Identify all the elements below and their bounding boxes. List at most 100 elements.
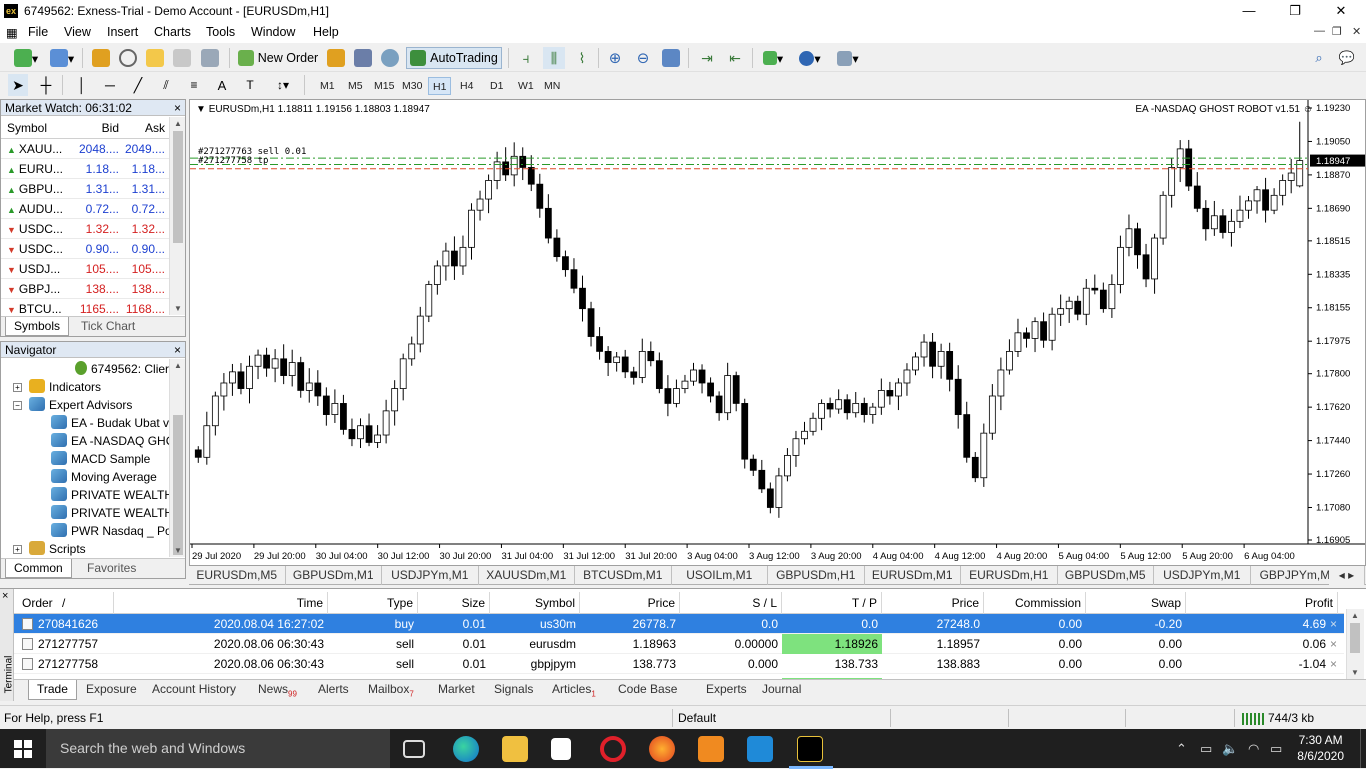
terminal-tab-news[interactable]: News99 [250,680,305,700]
trendline-button[interactable]: ╱ [133,76,143,93]
trade-row[interactable]: 271277758 2020.08.06 06:30:43 sell 0.01 gbpj… [14,654,1344,674]
tab-common[interactable]: Common [5,559,72,578]
close-icon[interactable]: × [2,590,9,602]
signals-button[interactable] [352,47,374,69]
market-watch-scrollbar[interactable]: ▲ ▼ [169,117,185,315]
indicators-button[interactable]: ▾ [758,47,788,69]
file-explorer-icon[interactable] [502,736,528,762]
chart-tab[interactable]: GBPUSDm,H1 [768,566,865,585]
chart-tabs-scroll-arrows-icon[interactable]: ◂ ▸ [1329,566,1365,585]
search-icon[interactable]: ⌕ [1315,50,1323,65]
data-window-toggle[interactable] [117,47,139,69]
column-type[interactable]: Type [328,592,418,614]
store-icon[interactable] [551,738,571,760]
chart-tab[interactable]: BTCUSDm,M1 [575,566,672,585]
profiles-button[interactable]: ▾ [46,47,78,69]
column-sl[interactable]: S / L [680,592,782,614]
zoom-in-button[interactable]: ⊕ [608,50,622,67]
vscode-icon[interactable] [747,736,773,762]
metatrader-icon[interactable] [789,736,833,769]
market-watch-row[interactable]: ▼ USDC... 1.32... 1.32... [1,219,169,239]
market-watch-row[interactable]: ▼ USDJ... 105.... 105.... [1,259,169,279]
chart-menu-arrow-icon[interactable]: ▼ [196,104,209,115]
tab-symbols[interactable]: Symbols [5,317,70,336]
taskbar-search[interactable]: Search the web and Windows [46,729,390,768]
horizontal-line-button[interactable]: ─ [105,77,115,93]
close-icon[interactable]: × [173,343,181,357]
menu-window[interactable]: Window [251,25,296,39]
account-item[interactable]: 6749562: Clier [75,360,169,378]
column-bid[interactable]: Bid [101,121,119,135]
column-tp[interactable]: T / P [782,592,882,614]
market-watch-row[interactable]: ▲ AUDU... 0.72... 0.72... [1,199,169,219]
menu-charts[interactable]: Charts [154,25,191,39]
menu-insert[interactable]: Insert [107,25,139,39]
windows-start-icon[interactable] [14,740,32,758]
menu-file[interactable]: File [28,25,49,39]
menu-view[interactable]: View [64,25,91,39]
expand-icon[interactable]: + [13,545,22,554]
timeframe-m1[interactable]: M1 [320,80,335,92]
auto-scroll-button[interactable]: ⇥ [701,49,713,66]
templates-button[interactable]: ▾ [832,47,864,69]
column-ask[interactable]: Ask [144,121,165,135]
app-icon[interactable] [698,736,724,762]
autotrading-button[interactable]: AutoTrading [406,47,502,69]
column-order[interactable]: Order [22,596,53,610]
column-commission[interactable]: Commission [984,592,1086,614]
close-order-icon[interactable]: × [1330,637,1338,651]
periods-button[interactable]: ▾ [794,47,826,69]
restore-button[interactable]: ❐ [1289,3,1301,18]
expand-icon[interactable]: + [13,383,22,392]
text-button[interactable]: A [217,77,227,93]
battery-icon[interactable]: ▭ [1200,741,1213,756]
chart-tab[interactable]: USOILm,M1 [672,566,768,585]
chart-menu-icon[interactable]: ▦ [6,26,18,40]
chart-tab[interactable]: EURUSDm,H1 [961,566,1058,585]
chart-tab[interactable]: USDJPYm,M1 [382,566,479,585]
terminal-tab-account-history[interactable]: Account History [144,680,244,700]
expert-advisor-item[interactable]: PRIVATE WEALTH [51,486,169,504]
expert-advisor-item[interactable]: PRIVATE WEALTH [51,504,169,522]
wifi-icon[interactable]: ◠ [1248,741,1260,756]
expert-advisor-item[interactable]: PWR Nasdaq _ Po [51,522,169,540]
terminal-tab-experts[interactable]: Experts [698,680,755,700]
menu-help[interactable]: Help [313,25,339,39]
timeframe-h4[interactable]: H4 [460,80,474,92]
bar-chart-button[interactable]: ⫞ [522,49,530,66]
column-symbol[interactable]: Symbol [7,121,48,135]
timeframe-m5[interactable]: M5 [348,80,363,92]
timeframe-m15[interactable]: M15 [374,80,395,92]
chat-icon[interactable]: 💬 [1338,50,1356,65]
column-symbol[interactable]: Symbol [490,592,580,614]
chevron-up-icon[interactable]: ⌃ [1176,741,1187,756]
column-slash[interactable]: / [62,592,114,614]
new-chart-button[interactable]: ▾ [8,47,44,69]
terminal-toggle[interactable] [171,47,193,69]
timeframe-mn[interactable]: MN [544,80,561,92]
volume-icon[interactable]: 🔈 [1222,741,1239,756]
terminal-tab-code-base[interactable]: Code Base [610,680,685,700]
terminal-tab-signals[interactable]: Signals [486,680,541,700]
zoom-out-button[interactable]: ⊖ [636,50,650,67]
navigator-scrollbar[interactable]: ▲ ▼ [169,359,185,557]
terminal-scrollbar[interactable]: ▲ ▼ [1346,609,1364,679]
candlestick-button[interactable]: ⫼ [543,47,565,69]
timeframe-h1[interactable]: H1 [428,77,452,95]
column-profit[interactable]: Profit [1186,592,1338,614]
chart-canvas[interactable]: #271277763 sell 0.01#271277758 tp 1.19230… [190,100,1365,565]
mdi-close-button[interactable]: ✕ [1352,26,1362,38]
firefox-icon[interactable] [649,736,675,762]
column-price[interactable]: Price [580,592,680,614]
metaeditor-button[interactable] [325,47,347,69]
timeframe-w1[interactable]: W1 [518,80,534,92]
market-watch-toggle[interactable] [90,47,112,69]
task-view-icon[interactable] [403,740,425,758]
close-order-icon[interactable]: × [1330,657,1338,671]
market-watch-row[interactable]: ▼ USDC... 0.90... 0.90... [1,239,169,259]
trade-row[interactable]: 270841626 2020.08.04 16:27:02 buy 0.01 us30m… [14,614,1344,634]
indicators-item[interactable]: Indicators [29,378,101,396]
column-time[interactable]: Time [114,592,328,614]
expert-advisor-item[interactable]: MACD Sample [51,450,169,468]
terminal-tab-alerts[interactable]: Alerts [310,680,357,700]
